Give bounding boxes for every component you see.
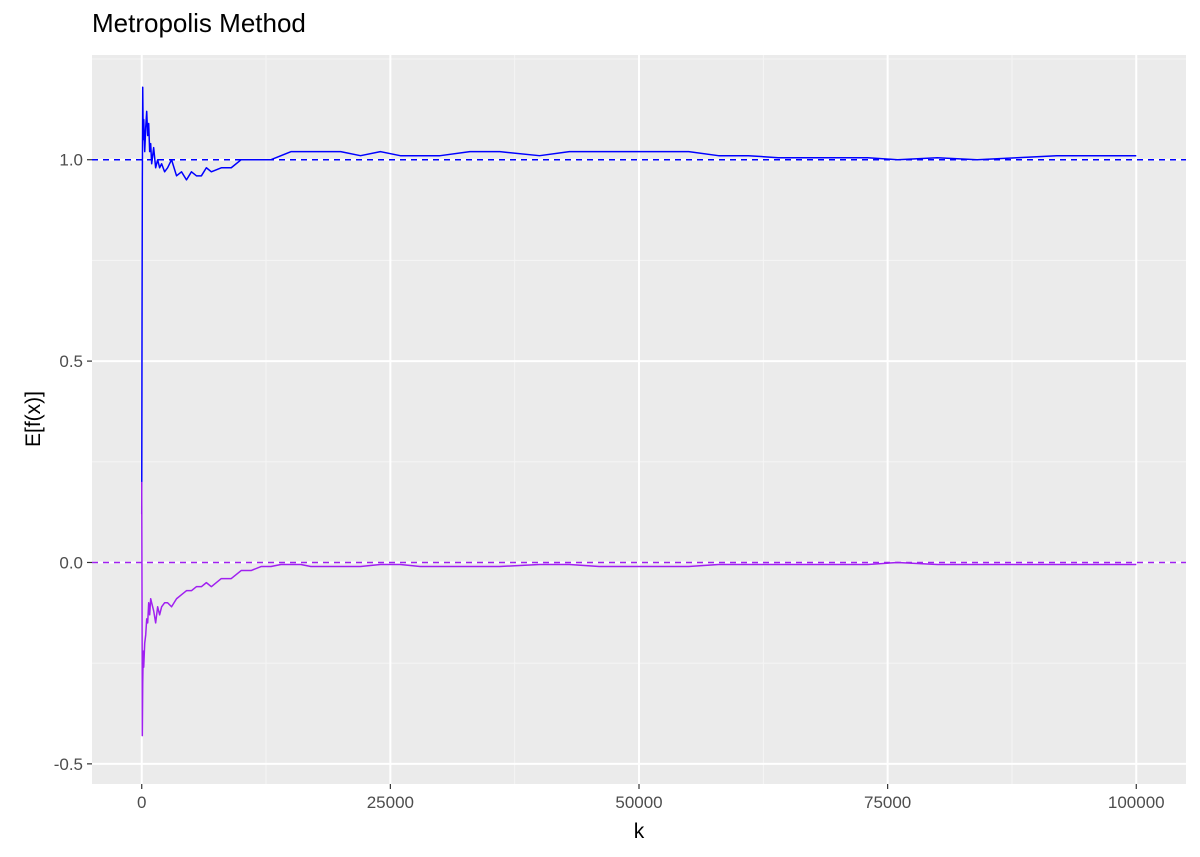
x-axis-title: k: [634, 820, 645, 843]
series-lines: [140, 86, 1137, 737]
chart-title: Metropolis Method: [92, 8, 306, 38]
y-tick-label: 1.0: [59, 151, 83, 170]
x-axis-ticks: 0 25000 50000 75000 100000: [137, 784, 1165, 812]
x-tick-label: 75000: [864, 793, 911, 812]
y-axis-ticks: -0.5 0.0 0.5 1.0: [54, 151, 92, 774]
y-tick-label: 0.5: [59, 352, 83, 371]
x-tick-label: 50000: [615, 793, 662, 812]
x-tick-label: 25000: [367, 793, 414, 812]
x-tick-label: 0: [137, 793, 146, 812]
x-tick-label: 100000: [1108, 793, 1165, 812]
y-axis-title: E[f(x)]: [22, 391, 45, 447]
y-tick-label: 0.0: [59, 553, 83, 572]
series-line-2: [140, 481, 1137, 737]
series-line-1: [140, 86, 1137, 515]
y-tick-label: -0.5: [54, 755, 83, 774]
